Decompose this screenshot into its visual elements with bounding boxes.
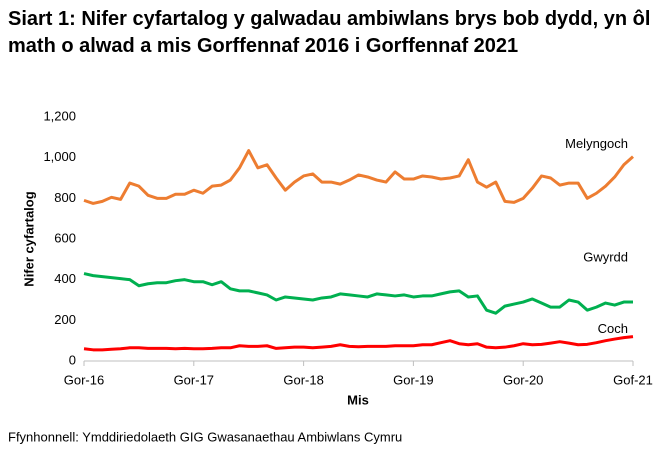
x-tick-label: Gor-20 (503, 372, 543, 387)
x-tick-label: Gor-19 (393, 372, 433, 387)
line-series (83, 149, 634, 205)
series-label: Melyngoch (565, 136, 628, 151)
y-tick-label: 200 (54, 312, 76, 327)
series-label: Coch (598, 321, 628, 336)
line-series (83, 335, 634, 352)
x-tick-label: Gor-18 (283, 372, 323, 387)
line-series (83, 272, 633, 315)
y-tick-label: 800 (54, 190, 76, 205)
y-axis-label: Nifer cyfartalog (21, 191, 36, 286)
y-tick-label: 0 (69, 352, 76, 367)
y-tick-label: 1,200 (43, 108, 76, 123)
x-tick-label: Gof-21 (613, 372, 653, 387)
y-tick-label: 1,000 (43, 149, 76, 164)
x-axis-label: Mis (347, 392, 369, 407)
x-tick-label: Gor-16 (64, 372, 104, 387)
y-tick-label: 600 (54, 230, 76, 245)
series-label: Gwyrdd (583, 249, 628, 264)
chart-title: Siart 1: Nifer cyfartalog y galwadau amb… (8, 8, 651, 57)
source: Ffynhonnell: Ymddiriedolaeth GIG Gwasana… (8, 429, 402, 444)
x-tick-label: Gor-17 (174, 372, 214, 387)
y-tick-label: 400 (54, 271, 76, 286)
